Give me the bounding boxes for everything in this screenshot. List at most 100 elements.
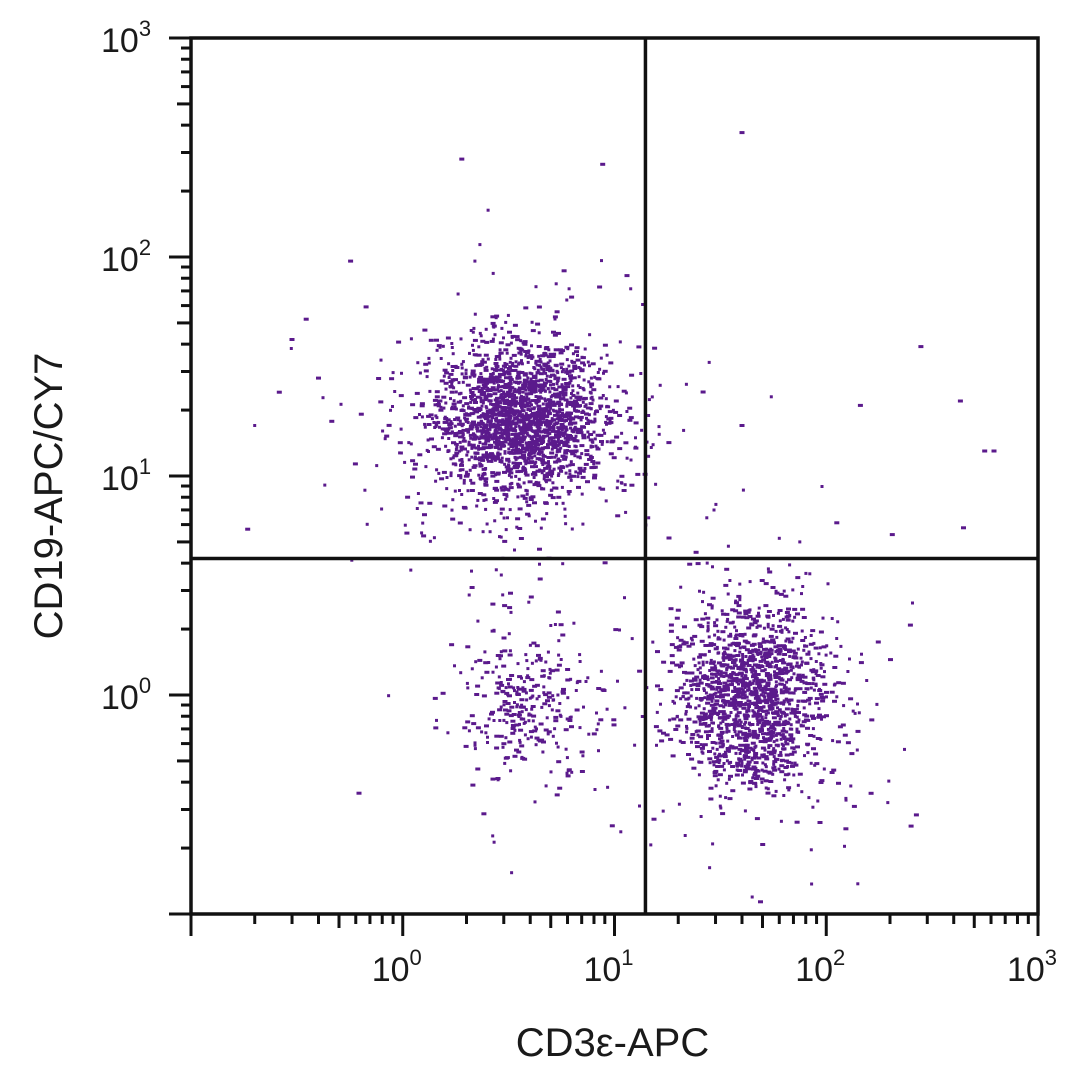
data-point [532,417,538,421]
data-point [470,369,476,373]
data-point [765,647,769,651]
data-point [831,739,835,743]
data-point [568,469,572,473]
data-point [519,339,523,343]
data-point [670,754,676,758]
data-point [745,695,749,699]
data-point [758,740,764,743]
data-point [473,401,478,404]
data-point [718,745,724,749]
data-point [676,636,680,640]
data-point [764,786,768,790]
data-point [447,362,451,366]
data-point [484,731,488,735]
data-point [765,651,771,655]
data-point [541,458,545,462]
data-point [702,590,706,594]
data-point [763,685,767,689]
data-point [746,699,750,703]
data-point [767,693,771,697]
data-point [514,411,517,415]
data-point [488,427,492,431]
data-point [473,457,479,461]
data-point [466,450,470,454]
data-point [544,784,548,788]
data-point [722,710,726,714]
data-point [738,718,742,722]
data-point [559,658,563,661]
data-point [505,494,509,498]
data-point [540,411,546,415]
data-point [589,466,595,470]
data-point [494,428,498,432]
data-point [735,713,739,717]
data-point [712,692,716,696]
data-point [564,471,568,475]
data-point [772,762,776,766]
data-point [717,672,723,676]
data-point [734,634,738,638]
data-point [525,442,529,445]
data-point [752,773,758,777]
data-point [744,765,750,769]
data-point [444,401,448,405]
data-point [540,417,546,421]
data-point [604,415,608,419]
data-point [718,737,721,741]
data-point [539,383,545,387]
data-point [744,720,748,724]
data-point [793,711,797,715]
data-point [592,473,598,477]
data-point [585,416,588,420]
data-point [507,330,512,334]
data-point [494,358,498,361]
data-point [494,446,500,449]
data-point [521,468,527,472]
data-point [565,717,571,721]
data-point [498,657,502,661]
data-point [434,390,440,394]
data-point [508,486,514,490]
data-point [815,674,821,677]
data-point [507,463,510,467]
data-point [780,630,784,634]
data-point [566,401,572,405]
data-point [553,423,557,426]
data-point [433,403,439,407]
data-point [534,374,538,378]
data-point [697,661,701,665]
data-point [713,711,719,715]
data-point [566,696,570,700]
data-point [569,460,573,464]
data-point [751,681,755,685]
data-point [556,459,562,463]
data-point [448,385,454,389]
data-point [814,697,820,701]
data-point [478,331,482,335]
data-point [658,688,664,692]
data-point [714,741,718,745]
data-point [806,751,810,755]
data-point [507,473,511,477]
data-point [541,430,547,433]
data-point [713,752,717,756]
data-point [465,383,471,387]
data-point [460,366,464,370]
data-point [539,447,545,451]
data-point [801,720,807,724]
data-point [578,660,582,663]
data-point [530,442,536,446]
data-point [687,696,691,700]
data-point [565,771,569,775]
data-point [851,709,855,713]
data-point [520,415,526,419]
data-point [783,671,788,675]
data-point [534,432,538,436]
data-point [595,711,598,715]
data-point [445,427,451,431]
data-point [747,706,751,710]
data-point [529,678,535,682]
data-point [767,665,773,669]
data-point [491,324,497,328]
data-point [468,433,472,437]
